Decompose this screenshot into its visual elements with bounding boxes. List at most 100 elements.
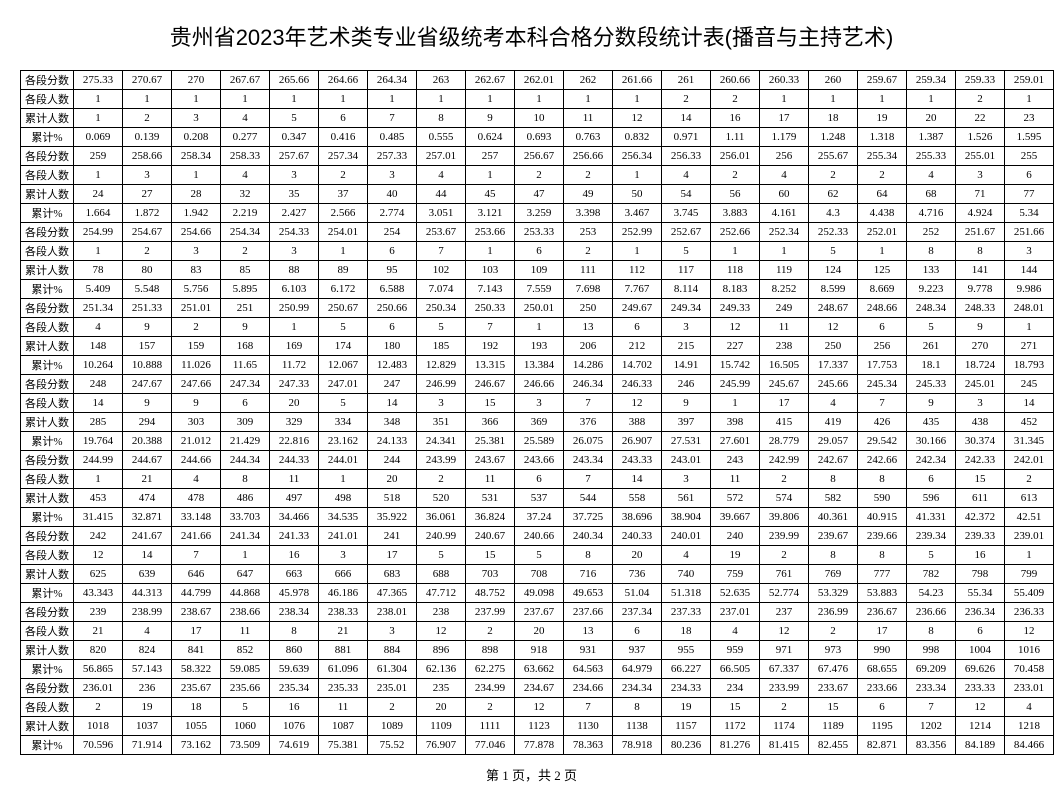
cell: 109 — [515, 261, 564, 280]
cell: 5.756 — [172, 280, 221, 299]
cell: 688 — [417, 565, 466, 584]
cell: 12 — [711, 318, 760, 337]
cell: 241.66 — [172, 527, 221, 546]
cell: 46.186 — [319, 584, 368, 603]
cell: 3 — [662, 470, 711, 489]
cell: 0.347 — [270, 128, 319, 147]
cell: 1 — [466, 166, 515, 185]
cell: 260 — [809, 71, 858, 90]
cell: 255.33 — [907, 147, 956, 166]
cell: 74.619 — [270, 736, 319, 755]
cell: 16 — [711, 109, 760, 128]
cell: 243.66 — [515, 451, 564, 470]
cell: 37.725 — [564, 508, 613, 527]
cell: 1 — [417, 90, 466, 109]
cell: 82.871 — [858, 736, 907, 755]
cell: 1172 — [711, 717, 760, 736]
cell: 1 — [515, 90, 564, 109]
cell: 247.33 — [270, 375, 319, 394]
cell: 7 — [907, 698, 956, 717]
cell: 233.67 — [809, 679, 858, 698]
cell: 236.67 — [858, 603, 907, 622]
cell: 10.888 — [123, 356, 172, 375]
cell: 18 — [172, 698, 221, 717]
cell: 257.67 — [270, 147, 319, 166]
cell: 15 — [466, 394, 515, 413]
cell: 169 — [270, 337, 319, 356]
cell: 255.34 — [858, 147, 907, 166]
row-label: 累计人数 — [21, 413, 74, 432]
cell: 453 — [74, 489, 123, 508]
cell: 415 — [760, 413, 809, 432]
cell: 3 — [1005, 242, 1054, 261]
cell: 44.313 — [123, 584, 172, 603]
cell: 64.979 — [613, 660, 662, 679]
cell: 237 — [760, 603, 809, 622]
cell: 8.252 — [760, 280, 809, 299]
cell: 256.34 — [613, 147, 662, 166]
cell: 4 — [123, 622, 172, 641]
cell: 73.162 — [172, 736, 221, 755]
cell: 243.33 — [613, 451, 662, 470]
cell: 0.416 — [319, 128, 368, 147]
cell: 246.33 — [613, 375, 662, 394]
cell: 366 — [466, 413, 515, 432]
cell: 6.588 — [368, 280, 417, 299]
cell: 38.904 — [662, 508, 711, 527]
cell: 193 — [515, 337, 564, 356]
cell: 4 — [417, 166, 466, 185]
cell: 56.865 — [74, 660, 123, 679]
cell: 419 — [809, 413, 858, 432]
cell: 518 — [368, 489, 417, 508]
cell: 11 — [270, 470, 319, 489]
cell: 235.34 — [270, 679, 319, 698]
cell: 20 — [368, 470, 417, 489]
cell: 1 — [270, 90, 319, 109]
cell: 19 — [858, 109, 907, 128]
cell: 1195 — [858, 717, 907, 736]
cell: 1 — [858, 242, 907, 261]
cell: 5 — [319, 394, 368, 413]
cell: 9 — [123, 318, 172, 337]
cell: 1 — [1005, 318, 1054, 337]
cell: 4.924 — [956, 204, 1005, 223]
cell: 716 — [564, 565, 613, 584]
cell: 6 — [858, 318, 907, 337]
cell: 240.01 — [662, 527, 711, 546]
cell: 9.778 — [956, 280, 1005, 299]
cell: 8 — [221, 470, 270, 489]
cell: 12 — [417, 622, 466, 641]
cell: 3.467 — [613, 204, 662, 223]
cell: 6 — [319, 109, 368, 128]
cell: 369 — [515, 413, 564, 432]
cell: 1 — [1005, 90, 1054, 109]
cell: 245 — [1005, 375, 1054, 394]
cell: 1123 — [515, 717, 564, 736]
cell: 24 — [74, 185, 123, 204]
cell: 8 — [907, 622, 956, 641]
cell: 0.832 — [613, 128, 662, 147]
cell: 2 — [760, 546, 809, 565]
cell: 1.387 — [907, 128, 956, 147]
cell: 27.601 — [711, 432, 760, 451]
cell: 6.103 — [270, 280, 319, 299]
cell: 8 — [809, 546, 858, 565]
cell: 1.872 — [123, 204, 172, 223]
cell: 8 — [907, 242, 956, 261]
cell: 36.061 — [417, 508, 466, 527]
cell: 12.483 — [368, 356, 417, 375]
cell: 33.148 — [172, 508, 221, 527]
cell: 61.096 — [319, 660, 368, 679]
cell: 12.067 — [319, 356, 368, 375]
cell: 561 — [662, 489, 711, 508]
cell: 22.816 — [270, 432, 319, 451]
cell: 7 — [466, 318, 515, 337]
cell: 253 — [564, 223, 613, 242]
cell: 1218 — [1005, 717, 1054, 736]
cell: 248.01 — [1005, 299, 1054, 318]
cell: 246.66 — [515, 375, 564, 394]
cell: 53.329 — [809, 584, 858, 603]
cell: 40.915 — [858, 508, 907, 527]
cell: 251.01 — [172, 299, 221, 318]
cell: 15 — [809, 698, 858, 717]
